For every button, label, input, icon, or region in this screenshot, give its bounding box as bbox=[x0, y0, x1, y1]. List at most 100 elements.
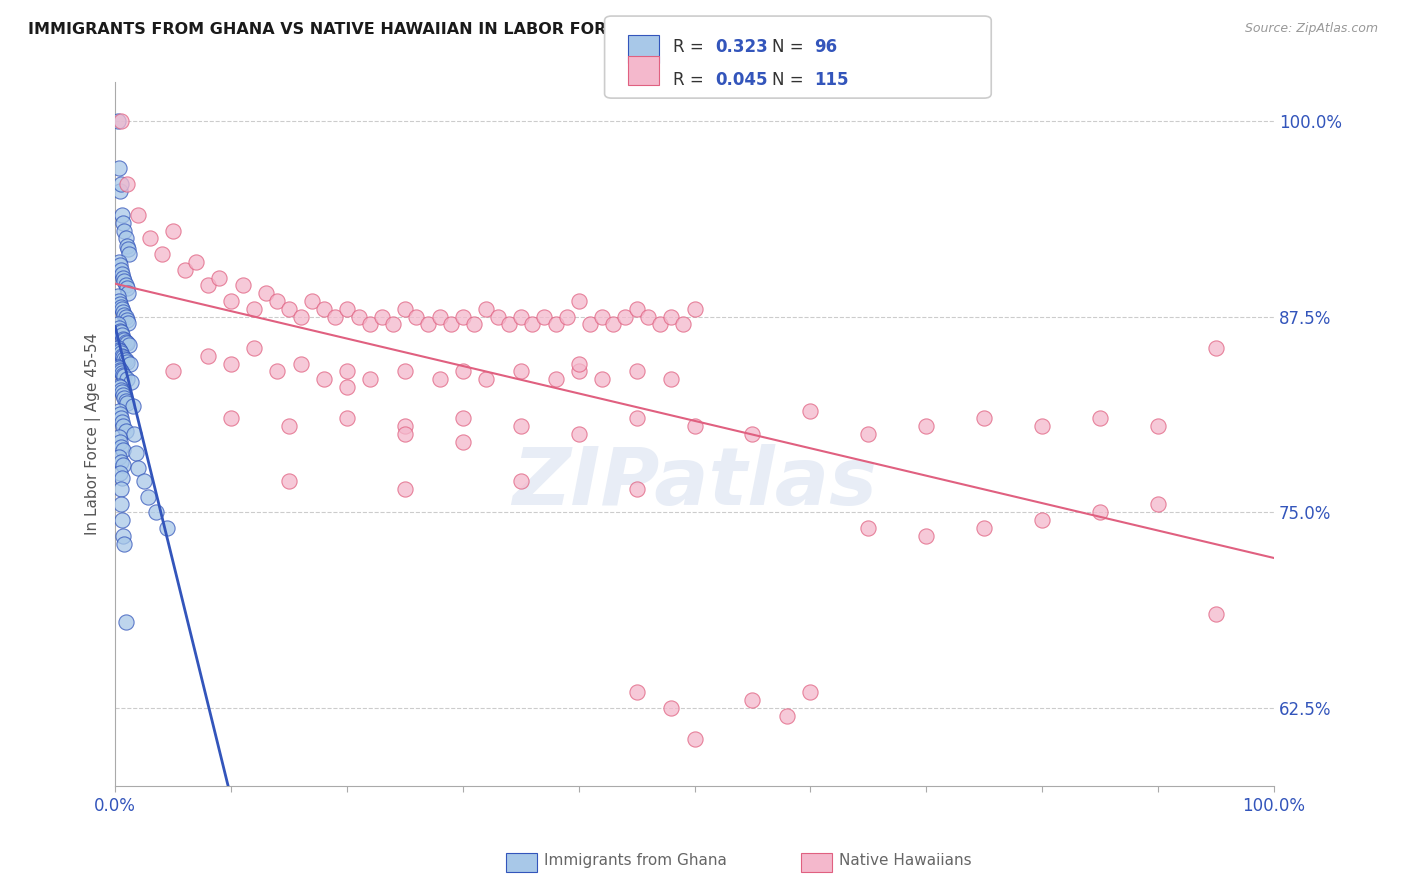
Text: N =: N = bbox=[772, 71, 808, 89]
Point bbox=[661, 701, 683, 715]
Point bbox=[110, 455, 132, 469]
Point bbox=[336, 411, 359, 425]
Point bbox=[110, 440, 132, 454]
Y-axis label: In Labor Force | Age 45-54: In Labor Force | Age 45-54 bbox=[86, 333, 101, 535]
Point bbox=[107, 341, 129, 355]
Point bbox=[114, 536, 136, 550]
Point bbox=[509, 419, 531, 434]
Point bbox=[107, 378, 129, 392]
Point bbox=[290, 310, 312, 324]
Text: N =: N = bbox=[772, 38, 808, 56]
Point bbox=[107, 320, 129, 334]
Point bbox=[114, 310, 136, 324]
Point bbox=[114, 308, 136, 322]
Text: 0.045: 0.045 bbox=[716, 71, 768, 89]
Point bbox=[107, 361, 129, 376]
Point bbox=[626, 301, 648, 316]
Point bbox=[107, 255, 129, 269]
Point bbox=[278, 301, 301, 316]
Point bbox=[110, 345, 132, 359]
Point bbox=[219, 411, 242, 425]
Point bbox=[1205, 341, 1227, 355]
Point bbox=[107, 359, 129, 374]
Point bbox=[136, 490, 159, 504]
Point bbox=[370, 310, 392, 324]
Point bbox=[111, 384, 134, 399]
Point bbox=[115, 355, 138, 369]
Point bbox=[325, 310, 347, 324]
Point bbox=[112, 388, 135, 402]
Point bbox=[208, 270, 231, 285]
Point bbox=[110, 482, 132, 496]
Point bbox=[266, 364, 288, 378]
Point bbox=[672, 318, 695, 332]
Point bbox=[108, 363, 131, 377]
Point bbox=[243, 301, 266, 316]
Point bbox=[197, 349, 219, 363]
Point bbox=[591, 310, 613, 324]
Point bbox=[114, 333, 136, 347]
Point bbox=[110, 498, 132, 512]
Point bbox=[115, 281, 138, 295]
Point bbox=[301, 293, 323, 308]
Point bbox=[522, 318, 544, 332]
Point bbox=[108, 407, 131, 421]
Point bbox=[150, 247, 173, 261]
Point bbox=[416, 318, 439, 332]
Point bbox=[125, 446, 148, 460]
Text: ZIPatlas: ZIPatlas bbox=[512, 444, 877, 523]
Point bbox=[111, 268, 134, 282]
Text: 0.323: 0.323 bbox=[716, 38, 769, 56]
Point bbox=[108, 344, 131, 359]
Point bbox=[1147, 498, 1170, 512]
Point bbox=[117, 243, 139, 257]
Point bbox=[799, 685, 821, 699]
Point bbox=[110, 326, 132, 340]
Point bbox=[336, 301, 359, 316]
Point bbox=[107, 450, 129, 465]
Point bbox=[156, 521, 179, 535]
Point bbox=[219, 293, 242, 308]
Point bbox=[359, 318, 381, 332]
Point bbox=[111, 366, 134, 380]
Point bbox=[451, 434, 474, 449]
Point bbox=[555, 310, 578, 324]
Point bbox=[776, 708, 799, 723]
Point bbox=[475, 372, 498, 386]
Point bbox=[112, 529, 135, 543]
Point bbox=[626, 411, 648, 425]
Point bbox=[114, 223, 136, 237]
Point bbox=[111, 208, 134, 222]
Point bbox=[114, 278, 136, 293]
Point bbox=[683, 732, 706, 747]
Point bbox=[115, 395, 138, 409]
Point bbox=[110, 383, 132, 397]
Point bbox=[394, 482, 416, 496]
Text: R =: R = bbox=[673, 38, 710, 56]
Point bbox=[486, 310, 509, 324]
Point bbox=[107, 289, 129, 303]
Point bbox=[394, 419, 416, 434]
Point bbox=[568, 427, 591, 442]
Text: 96: 96 bbox=[814, 38, 837, 56]
Point bbox=[429, 372, 451, 386]
Point bbox=[115, 312, 138, 326]
Point bbox=[111, 513, 134, 527]
Point bbox=[107, 430, 129, 444]
Text: Native Hawaiians: Native Hawaiians bbox=[839, 853, 972, 868]
Point bbox=[336, 380, 359, 394]
Point bbox=[626, 685, 648, 699]
Point bbox=[394, 427, 416, 442]
Point bbox=[394, 364, 416, 378]
Point bbox=[115, 239, 138, 253]
Point bbox=[108, 185, 131, 199]
Point bbox=[110, 262, 132, 277]
Point bbox=[127, 461, 149, 475]
Point bbox=[112, 332, 135, 346]
Point bbox=[799, 403, 821, 417]
Point bbox=[186, 255, 208, 269]
Point bbox=[973, 521, 995, 535]
Point bbox=[254, 286, 277, 301]
Point bbox=[110, 364, 132, 378]
Point bbox=[112, 368, 135, 382]
